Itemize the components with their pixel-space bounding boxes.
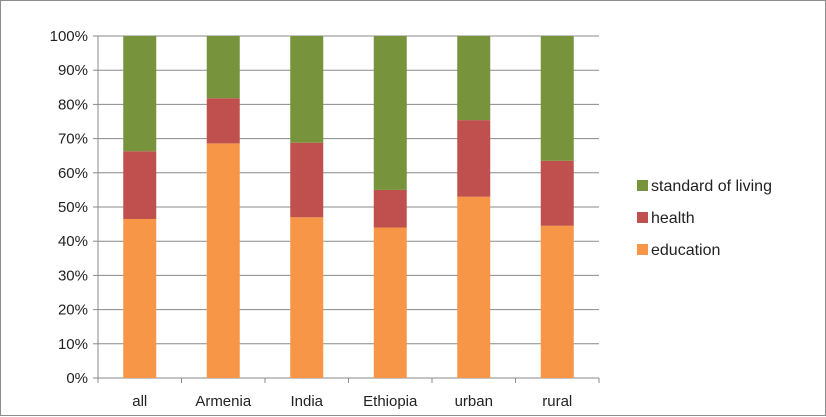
y-tick-label: 50% [58, 199, 88, 216]
bar-segment-health-ethiopia [373, 189, 407, 228]
bar-segment-education-ethiopia [373, 227, 407, 378]
x-tick-label: India [290, 393, 323, 410]
x-tick-label: Ethiopia [363, 393, 418, 410]
y-tick-label: 10% [58, 336, 88, 353]
y-tick-label: 60% [58, 165, 88, 182]
legend-swatch-health [637, 212, 648, 223]
bar-segment-standard-of-living-rural [540, 36, 574, 161]
bar-segment-education-rural [540, 225, 574, 378]
bar-segment-education-india [290, 217, 324, 378]
y-tick-label: 100% [50, 28, 88, 45]
legend-label-education: education [651, 242, 720, 259]
bar-segment-health-rural [540, 160, 574, 226]
bar-segment-education-armenia [206, 143, 240, 378]
bar-segment-health-armenia [206, 98, 240, 144]
bar-segment-standard-of-living-india [290, 36, 324, 143]
bar-segment-standard-of-living-all [123, 36, 157, 152]
x-tick-label: all [132, 393, 147, 410]
bar-segment-education-urban [457, 196, 491, 378]
y-tick-label: 0% [66, 370, 88, 387]
legend-swatch-education [637, 244, 648, 255]
y-tick-label: 70% [58, 131, 88, 148]
y-tick-label: 20% [58, 302, 88, 319]
legend-label-standard-of-living: standard of living [651, 178, 772, 195]
x-tick-label: urban [455, 393, 493, 410]
bar-segment-education-all [123, 218, 157, 378]
bar-segment-standard-of-living-urban [457, 36, 491, 121]
y-tick-label: 90% [58, 62, 88, 79]
bar-segment-health-all [123, 151, 157, 219]
legend-label-health: health [651, 210, 695, 227]
legend-swatch-standard-of-living [637, 180, 648, 191]
y-tick-label: 30% [58, 267, 88, 284]
bar-segment-health-urban [457, 120, 491, 197]
y-tick-label: 80% [58, 96, 88, 113]
x-tick-label: Armenia [195, 393, 252, 410]
bar-segment-health-india [290, 142, 324, 218]
bar-segment-standard-of-living-ethiopia [373, 36, 407, 190]
x-tick-label: rural [542, 393, 572, 410]
y-tick-label: 40% [58, 233, 88, 250]
bar-segment-standard-of-living-armenia [206, 36, 240, 99]
